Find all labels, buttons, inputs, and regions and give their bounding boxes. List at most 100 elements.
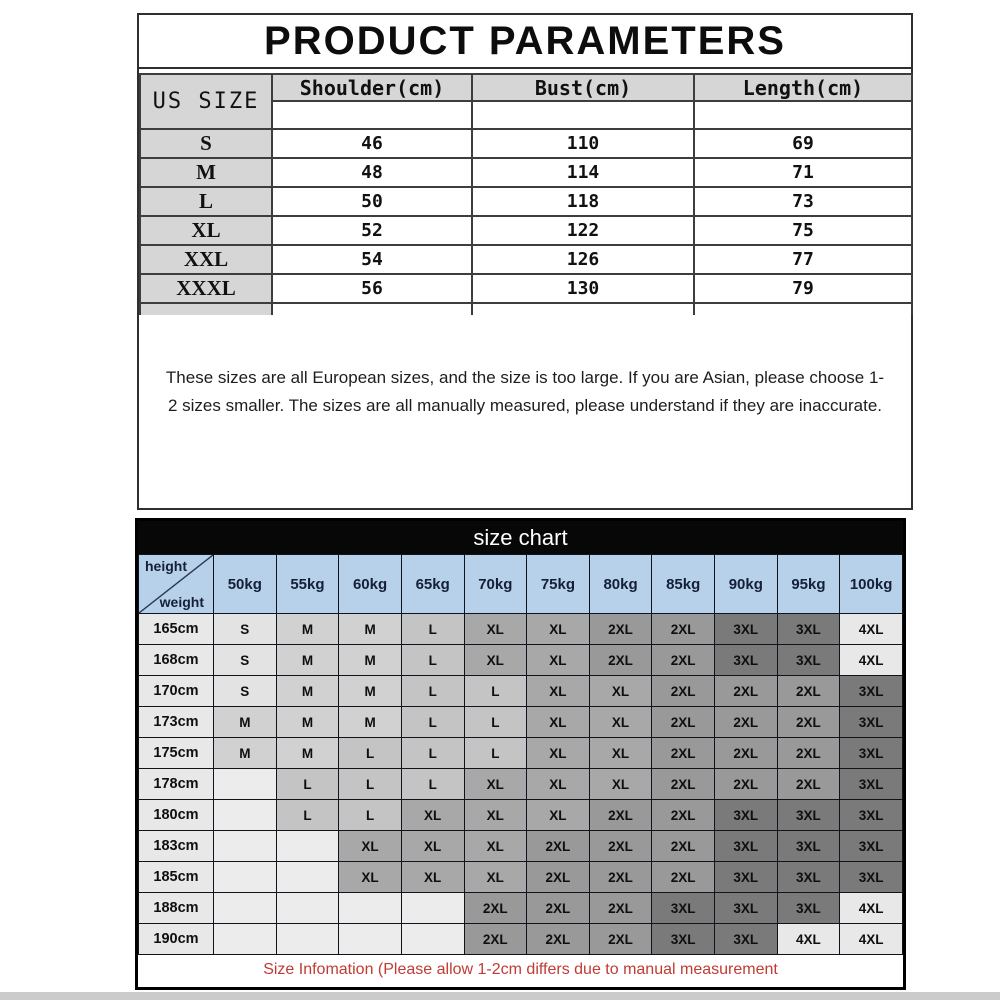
size-cell: M (275, 737, 340, 769)
height-label: 183cm (138, 830, 214, 862)
size-cell: XL (463, 768, 528, 800)
size-cell (338, 923, 402, 955)
size-cell: 2XL (651, 768, 715, 800)
size-cell (213, 892, 277, 924)
size-cell: L (338, 737, 402, 769)
size-cell: 3XL (839, 737, 903, 769)
size-cell: L (463, 675, 528, 707)
product-size-row: XL 52 122 75 (139, 215, 913, 246)
height-label: 175cm (138, 737, 214, 769)
size-cell: 2XL (463, 892, 528, 924)
size-cell: 2XL (776, 737, 841, 769)
size-cell: M (213, 706, 277, 738)
size-cell: XL (526, 644, 590, 676)
size-cell: 3XL (839, 830, 903, 862)
size-cell: L (463, 737, 528, 769)
params-header-row: US SIZE Shoulder(cm) Bust(cm) Length(cm) (139, 73, 913, 130)
size-cell: 3XL (714, 861, 778, 893)
height-label: 173cm (138, 706, 214, 738)
measurement-value: 79 (693, 273, 913, 304)
measurement-value: 71 (693, 157, 913, 188)
product-parameters-panel: PRODUCT PARAMETERS US SIZE Shoulder(cm) … (137, 13, 913, 510)
size-cell: 2XL (714, 706, 778, 738)
size-cell: M (338, 675, 402, 707)
weight-column-header: 55kg (275, 554, 340, 614)
height-row: 170cm S M M L L XL XL 2XL 2XL 2XL 3XL (138, 675, 903, 707)
size-cell: L (275, 799, 340, 831)
size-cell: L (463, 706, 528, 738)
size-cell: XL (526, 768, 590, 800)
product-size-row: XXL 54 126 77 (139, 244, 913, 275)
page-title: PRODUCT PARAMETERS (139, 15, 911, 69)
size-cell: S (213, 644, 277, 676)
size-cell: 3XL (776, 892, 841, 924)
height-row: 173cm M M M L L XL XL 2XL 2XL 2XL 3XL (138, 706, 903, 738)
us-size-label: L (139, 186, 273, 217)
size-cell: XL (526, 799, 590, 831)
us-size-corner-header: US SIZE (139, 73, 273, 130)
weight-column-header: 90kg (714, 554, 778, 614)
weight-column-header: 50kg (213, 554, 277, 614)
height-weight-corner-cell: height weight (138, 554, 214, 614)
size-cell: 3XL (839, 861, 903, 893)
product-table-body: S 46 110 69 M 48 114 71 L 50 118 73 XL 52 122 75 XXL 54 12… (139, 128, 913, 304)
height-label: 188cm (138, 892, 214, 924)
measurement-value: 52 (271, 215, 473, 246)
size-cell: 2XL (526, 861, 590, 893)
size-cell: XL (463, 644, 528, 676)
size-cell (275, 892, 340, 924)
size-cell: S (213, 675, 277, 707)
size-cell: 4XL (839, 923, 903, 955)
measurement-value: 77 (693, 244, 913, 275)
size-cell: 4XL (839, 892, 903, 924)
measurement-value: 130 (471, 273, 695, 304)
size-cell: S (213, 613, 277, 645)
size-cell: 3XL (714, 923, 778, 955)
height-row: 185cm XL XL XL 2XL 2XL 2XL 3XL 3XL 3XL (138, 861, 903, 893)
height-row: 178cm L L L XL XL XL 2XL 2XL 2XL 3XL (138, 768, 903, 800)
column-header-shoulder: Shoulder(cm) (271, 73, 473, 102)
size-chart-title: size chart (138, 521, 903, 554)
size-cell (400, 892, 465, 924)
measurement-value: 50 (271, 186, 473, 217)
product-size-row: L 50 118 73 (139, 186, 913, 217)
height-label: 185cm (138, 861, 214, 893)
weight-column-header: 70kg (463, 554, 528, 614)
weight-column-header: 60kg (338, 554, 402, 614)
size-cell: XL (526, 706, 590, 738)
size-cell: XL (588, 706, 653, 738)
size-cell: 4XL (839, 644, 903, 676)
corner-weight-label: weight (159, 594, 204, 610)
size-cell: 2XL (588, 892, 653, 924)
size-cell: 3XL (651, 892, 715, 924)
size-cell: 2XL (651, 613, 715, 645)
measurement-value: 46 (271, 128, 473, 159)
size-cell: XL (338, 861, 402, 893)
height-row: 188cm 2XL 2XL 2XL 3XL 3XL 3XL 4XL (138, 892, 903, 924)
height-label: 170cm (138, 675, 214, 707)
measurement-value: 54 (271, 244, 473, 275)
column-header-bust: Bust(cm) (471, 73, 695, 102)
size-cell: 3XL (776, 861, 841, 893)
size-cell: M (338, 706, 402, 738)
size-cell: 3XL (776, 830, 841, 862)
size-cell: 3XL (714, 799, 778, 831)
height-label: 180cm (138, 799, 214, 831)
size-cell: 3XL (714, 644, 778, 676)
us-size-label: XXXL (139, 273, 273, 304)
size-cell (275, 830, 340, 862)
size-cell: M (338, 644, 402, 676)
stub-cell (471, 302, 695, 315)
us-size-label: XL (139, 215, 273, 246)
product-size-row: XXXL 56 130 79 (139, 273, 913, 304)
size-cell: XL (463, 613, 528, 645)
empty-cell (471, 100, 695, 130)
size-cell: 2XL (588, 923, 653, 955)
column-header-length: Length(cm) (693, 73, 913, 102)
size-cell (275, 923, 340, 955)
size-cell: L (400, 768, 465, 800)
empty-cell (271, 100, 473, 130)
size-cell (213, 830, 277, 862)
us-size-label: S (139, 128, 273, 159)
height-row: 183cm XL XL XL 2XL 2XL 2XL 3XL 3XL 3XL (138, 830, 903, 862)
